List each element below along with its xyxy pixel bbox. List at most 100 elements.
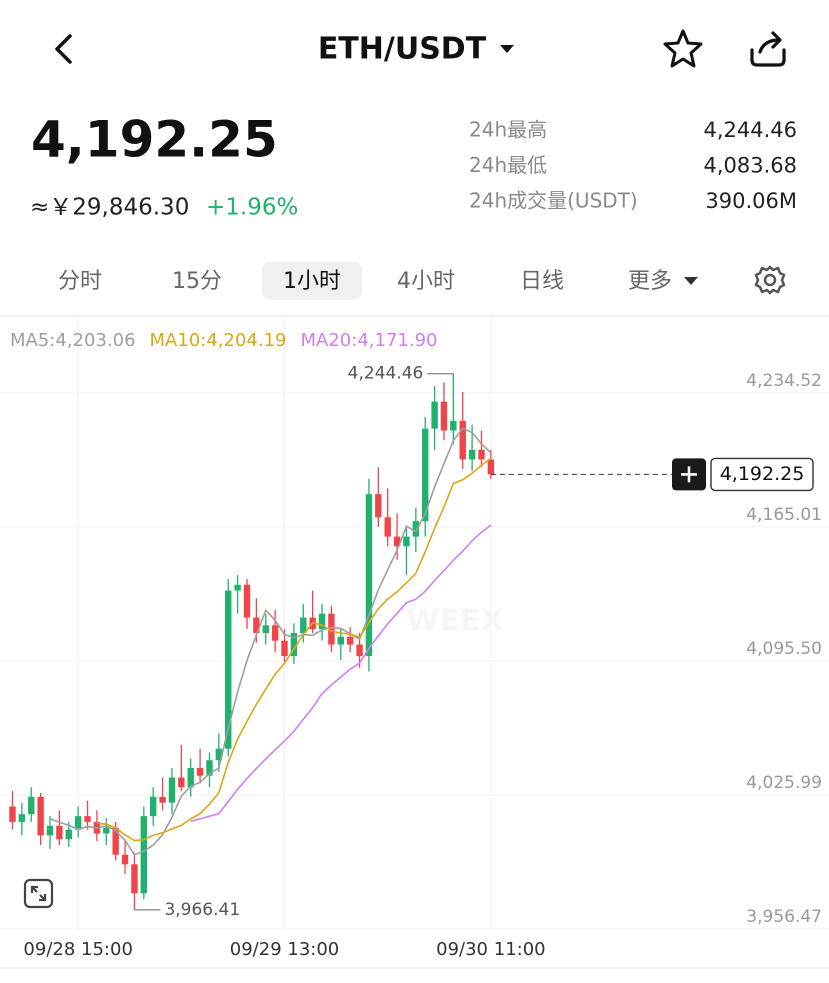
last-price: 4,192.25	[31, 111, 278, 169]
candle-body	[37, 796, 44, 836]
kline-chart: WEEX 4,234.52 4,165.01 4,095.50 4,025.99 3,95…	[0, 316, 829, 960]
tab[interactable]: 15分	[172, 269, 222, 294]
y-tick-label: 3,956.47	[746, 907, 822, 927]
settings-button[interactable]	[754, 265, 786, 295]
candle-body	[18, 814, 26, 822]
candle-body	[412, 521, 420, 537]
candle-body	[243, 584, 251, 618]
candle-body	[112, 827, 119, 855]
candle-body	[253, 617, 260, 633]
tab[interactable]: 4小时	[397, 269, 455, 294]
pair-title[interactable]: ETH/USDT	[318, 32, 487, 67]
ma-line	[96, 457, 492, 842]
candle-body	[478, 449, 485, 460]
candle-body	[365, 494, 373, 657]
candle-body	[187, 767, 194, 788]
candle-body	[271, 625, 279, 641]
candle-body	[46, 825, 54, 836]
candle-body	[206, 760, 213, 776]
candle-body	[403, 536, 410, 547]
high-marker-label: 4,244.46	[348, 364, 424, 384]
stat-label: 24h最高	[469, 118, 547, 142]
tab-label: 日线	[520, 269, 564, 294]
candle-body	[468, 449, 476, 460]
stat-value: 4,244.46	[703, 118, 797, 142]
candle-body	[300, 617, 307, 633]
cny-price: ≈￥29,846.30	[30, 195, 189, 221]
x-tick-label: 09/30 11:00	[436, 939, 545, 960]
tab-label: 15分	[172, 269, 222, 294]
candle-body	[262, 625, 269, 633]
candle-body	[318, 613, 326, 630]
candle-body	[281, 640, 288, 657]
candle-body	[290, 632, 298, 657]
legend-item: MA10:4,204.19	[150, 330, 287, 351]
tab[interactable]: 日线	[520, 269, 564, 294]
tab-label: 4小时	[397, 269, 455, 294]
candle-body	[74, 816, 82, 830]
tab[interactable]: 分时	[58, 269, 102, 294]
candle-body	[346, 636, 354, 645]
candle-body	[225, 590, 232, 749]
legend-item: MA20:4,171.90	[301, 330, 438, 351]
add-order-button[interactable]	[672, 458, 706, 491]
candle-body	[140, 816, 148, 894]
change-percent: +1.96%	[206, 195, 298, 221]
candle-body	[131, 864, 138, 894]
candle-body	[28, 796, 35, 815]
tab[interactable]: 1小时	[262, 262, 362, 300]
candle-body	[393, 536, 401, 547]
tab-label: 更多	[628, 269, 672, 294]
candle-body	[159, 796, 166, 803]
ma-line	[190, 524, 492, 822]
back-button[interactable]	[55, 34, 72, 64]
candle-body	[84, 816, 91, 822]
tab-active-bg	[262, 262, 362, 300]
candle-body	[487, 459, 495, 475]
candle-body	[337, 636, 344, 645]
candle-body	[384, 517, 391, 537]
x-tick-label: 09/29 13:00	[230, 939, 339, 960]
candle-body	[450, 420, 457, 431]
legend-item: MA5:4,203.06	[10, 330, 136, 351]
y-tick-label: 4,234.52	[746, 371, 822, 391]
stat-label: 24h最低	[469, 153, 547, 177]
tab-label: 1小时	[283, 269, 341, 294]
candle-body	[431, 401, 438, 429]
candle-body	[328, 613, 335, 645]
candle-body	[196, 767, 204, 776]
interval-tabs: 分时 15分 1小时 4小时 日线 更多	[58, 262, 698, 300]
y-tick-label: 4,165.01	[746, 505, 822, 525]
y-tick-label: 4,095.50	[746, 639, 822, 659]
candle-body	[440, 401, 448, 431]
fullscreen-button[interactable]	[23, 878, 54, 909]
candle-body	[9, 806, 16, 822]
share-button[interactable]	[750, 31, 786, 67]
watermark: WEEX	[406, 604, 503, 639]
candle-body	[121, 854, 129, 865]
favorite-button[interactable]	[663, 29, 703, 68]
pair-dropdown[interactable]	[500, 45, 514, 53]
tab[interactable]: 更多	[628, 269, 698, 294]
ma-line	[49, 427, 492, 856]
add-order-icon	[681, 466, 697, 483]
candle-body	[103, 827, 110, 834]
candle-body	[422, 428, 429, 522]
last-price-box	[710, 457, 814, 492]
y-tick-label: 4,025.99	[746, 773, 822, 793]
stats: 24h最高 4,244.46 24h最低 4,083.68 24h成交量(USDT) 39…	[469, 118, 797, 214]
candle-body	[215, 748, 223, 761]
candle-body	[168, 777, 176, 803]
stat-value: 4,083.68	[703, 154, 797, 178]
candle-body	[234, 584, 241, 591]
stat-value: 390.06M	[705, 189, 797, 213]
candle-body	[65, 829, 72, 840]
tab-dropdown	[684, 277, 698, 285]
x-tick-label: 09/28 15:00	[23, 939, 132, 960]
candle-body	[459, 420, 466, 460]
last-price-label: 4,192.25	[720, 463, 805, 485]
candle-body	[56, 825, 63, 840]
low-marker-label: 3,966.41	[164, 900, 240, 920]
candle-body	[178, 777, 185, 788]
